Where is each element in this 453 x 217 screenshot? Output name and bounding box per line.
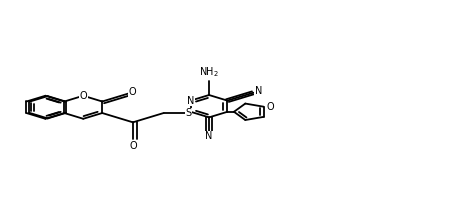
Text: N: N [205,131,213,141]
Text: O: O [79,91,87,101]
Text: N: N [255,86,262,96]
Text: O: O [129,141,137,151]
Text: O: O [129,87,136,97]
Text: S: S [185,108,191,118]
Text: O: O [266,102,274,112]
Text: N: N [187,96,194,106]
Text: NH$_2$: NH$_2$ [199,65,219,79]
